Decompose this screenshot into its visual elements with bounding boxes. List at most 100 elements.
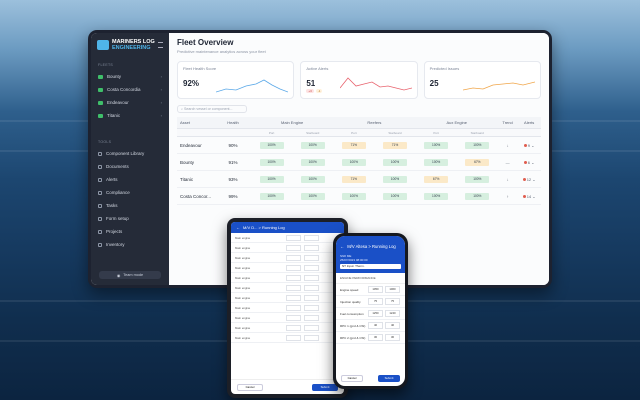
value-field[interactable] — [286, 294, 301, 301]
kpi-card-predicted-issues[interactable]: Predicted Issues 25 — [423, 61, 541, 99]
component-score[interactable]: 100% — [259, 158, 284, 166]
sidebar-item-component-library[interactable]: Component Library — [91, 147, 169, 160]
cancel-button[interactable]: Cancel — [237, 383, 263, 391]
value-field[interactable] — [286, 324, 301, 331]
menu-collapse-icon[interactable] — [158, 42, 163, 48]
component-score[interactable]: 100% — [259, 192, 284, 200]
shift-input[interactable]: NT Input: Therm. — [340, 264, 401, 269]
value-field[interactable] — [304, 314, 319, 321]
alert-count[interactable]: 12 — [526, 176, 532, 182]
chevron-down-icon[interactable]: ⌄ — [531, 142, 535, 148]
component-score[interactable]: 67% — [465, 158, 490, 166]
value-field[interactable]: 30 — [368, 334, 383, 341]
component-score[interactable]: 100% — [300, 141, 325, 149]
value-field[interactable]: 1050 — [368, 286, 383, 293]
value-field[interactable] — [304, 304, 319, 311]
kpi-card-fleet-health[interactable]: Fleet Health Score 92% — [177, 61, 295, 99]
row-label: Main engine — [235, 235, 251, 240]
value-field[interactable] — [304, 334, 319, 341]
sidebar-item-titanic[interactable]: Titanic › — [91, 109, 169, 122]
value-field[interactable]: 1240 — [385, 310, 400, 317]
chevron-down-icon[interactable]: ⌄ — [531, 159, 535, 165]
component-score[interactable]: 67% — [424, 175, 449, 183]
value-field[interactable] — [286, 274, 301, 281]
component-score[interactable]: 100% — [341, 192, 366, 200]
component-score[interactable]: 100% — [465, 192, 490, 200]
logo-line2: ENGINEERING — [112, 45, 151, 51]
component-score[interactable]: 100% — [424, 141, 449, 149]
sidebar-item-costa-concordia[interactable]: Costa Concordia › — [91, 83, 169, 96]
sidebar-item-inventory[interactable]: Inventory — [91, 238, 169, 251]
value-field[interactable] — [286, 334, 301, 341]
chevron-down-icon[interactable]: ⌄ — [532, 193, 536, 199]
app-logo[interactable]: MARINERS LOG ENGINEERING — [91, 33, 169, 59]
component-score[interactable]: 100% — [382, 192, 407, 200]
value-field[interactable]: 40 — [368, 322, 383, 329]
value-field[interactable]: 1060 — [385, 286, 400, 293]
sidebar-item-tasks[interactable]: Tasks — [91, 199, 169, 212]
component-score[interactable]: 100% — [341, 158, 366, 166]
value-field[interactable] — [304, 284, 319, 291]
kpi-card-active-alerts[interactable]: Active Alerts 51 +3 -1 — [300, 61, 418, 99]
alert-count[interactable]: 6 — [527, 159, 531, 165]
component-score[interactable]: 100% — [300, 192, 325, 200]
sidebar-item-compliance[interactable]: Compliance — [91, 186, 169, 199]
trend-icon: ↓ — [497, 136, 518, 154]
value-field[interactable] — [304, 264, 319, 271]
sidebar-item-projects[interactable]: Projects — [91, 225, 169, 238]
value-field[interactable] — [304, 274, 319, 281]
component-score[interactable]: 71% — [341, 175, 366, 183]
cancel-button[interactable]: Cancel — [341, 374, 363, 382]
back-arrow-icon[interactable]: ← — [340, 244, 345, 249]
component-score[interactable]: 100% — [382, 158, 407, 166]
sidebar-item-alerts[interactable]: Alerts — [91, 173, 169, 186]
component-score[interactable]: 100% — [424, 192, 449, 200]
team-mode-button[interactable]: ◉ Team mode — [99, 271, 161, 279]
table-row[interactable]: Endeavour 90% 100% 100% 71% 71% 100% 100% ↓ 9 ⌄ — [177, 136, 541, 154]
component-score[interactable]: 71% — [341, 141, 366, 149]
chevron-down-icon[interactable]: ⌄ — [532, 176, 536, 182]
component-score[interactable]: 100% — [465, 175, 490, 183]
alert-count[interactable]: 9 — [527, 142, 531, 148]
value-field[interactable] — [286, 264, 301, 271]
component-score[interactable]: 100% — [465, 141, 490, 149]
sidebar-item-bounty[interactable]: Bounty › — [91, 70, 169, 83]
value-field[interactable]: 30 — [385, 334, 400, 341]
submit-button[interactable]: Submit — [312, 383, 338, 391]
value-field[interactable]: 40 — [385, 322, 400, 329]
value-field[interactable] — [286, 314, 301, 321]
component-score[interactable]: 100% — [382, 175, 407, 183]
submit-button[interactable]: Submit — [378, 374, 400, 382]
sidebar-item-documents[interactable]: Documents — [91, 160, 169, 173]
value-field[interactable]: 75 — [368, 298, 383, 305]
component-score[interactable]: 71% — [382, 141, 407, 149]
component-score[interactable]: 100% — [259, 175, 284, 183]
component-score[interactable]: 100% — [300, 158, 325, 166]
value-field[interactable] — [286, 234, 301, 241]
value-field[interactable] — [286, 254, 301, 261]
value-field[interactable] — [304, 254, 319, 261]
component-score[interactable]: 100% — [259, 141, 284, 149]
value-field[interactable]: 75 — [385, 298, 400, 305]
checklist-icon — [98, 203, 102, 208]
table-row[interactable]: Costa Concor... 99% 100% 100% 100% 100% 100% 10… — [177, 187, 541, 205]
value-field[interactable] — [304, 234, 319, 241]
value-field[interactable]: 1250 — [368, 310, 383, 317]
table-row[interactable]: Titanic 93% 100% 100% 71% 100% 67% 100% ↓ 12 ⌄ — [177, 170, 541, 188]
search-input[interactable]: ⌕ Search vessel or component... — [177, 105, 247, 113]
value-field[interactable] — [286, 284, 301, 291]
value-field[interactable] — [304, 294, 319, 301]
table-row[interactable]: Bounty 91% 100% 100% 100% 100% 100% 67% — 6 ⌄ — [177, 153, 541, 171]
col-health[interactable]: Health — [215, 117, 251, 129]
component-score[interactable]: 100% — [300, 175, 325, 183]
col-asset[interactable]: Asset — [177, 117, 215, 129]
value-field[interactable] — [304, 244, 319, 251]
alert-count[interactable]: 14 — [526, 193, 532, 199]
component-score[interactable]: 100% — [424, 158, 449, 166]
value-field[interactable] — [286, 244, 301, 251]
value-field[interactable] — [304, 324, 319, 331]
sidebar-item-form-setup[interactable]: Form setup — [91, 212, 169, 225]
sidebar-item-endeavour[interactable]: Endeavour › — [91, 96, 169, 109]
value-field[interactable] — [286, 304, 301, 311]
back-arrow-icon[interactable]: ← — [236, 225, 240, 230]
